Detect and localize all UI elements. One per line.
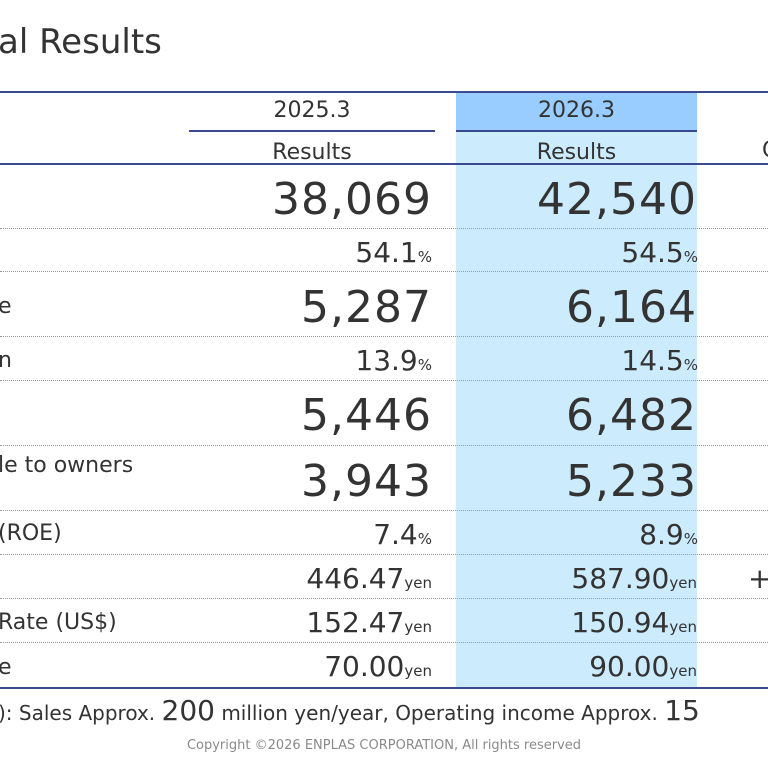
row-value-2026: 150.94yen (571, 606, 697, 639)
row-label: (ROE) (0, 521, 62, 546)
year-underline-2025 (189, 130, 435, 132)
row-value-2026: 42,540 (537, 174, 697, 225)
row-divider (0, 380, 768, 381)
year-underline-2026 (456, 130, 697, 132)
row-label: n (0, 348, 12, 373)
row-value-2026: 6,482 (566, 390, 697, 441)
row-label: le to owners (0, 453, 134, 478)
row-divider (0, 598, 768, 599)
row-value-col3: + (748, 562, 768, 595)
row-value-2025: 38,069 (272, 174, 432, 225)
row-value-2025: 3,943 (301, 456, 432, 507)
highlight-header-2026 (456, 93, 697, 131)
header-year-2026: 2026.3 (538, 98, 615, 123)
row-divider (0, 271, 768, 272)
header-year-2025: 2025.3 (273, 98, 351, 123)
row-value-2025: 13.9% (355, 344, 432, 377)
header-sub-2025: Results (272, 140, 352, 165)
row-value-2026: 14.5% (621, 344, 698, 377)
row-divider (0, 336, 768, 337)
copyright-text: Copyright ©2026 ENPLAS CORPORATION, All … (186, 738, 582, 753)
row-value-2026: 90.00yen (589, 650, 697, 683)
row-divider (0, 510, 768, 511)
row-divider (0, 642, 768, 643)
row-value-2025: 446.47yen (306, 562, 432, 595)
row-value-2026: 5,233 (566, 456, 697, 507)
row-label: Rate (US$) (0, 610, 117, 635)
row-value-2025: 5,287 (301, 282, 432, 333)
row-value-2026: 6,164 (566, 282, 697, 333)
page-title: al Results (0, 22, 162, 62)
row-label: e (0, 655, 12, 680)
table-top-rule (0, 91, 768, 93)
row-label: e (0, 294, 12, 319)
row-value-2025: 70.00yen (324, 650, 432, 683)
header-sub-2026: Results (536, 140, 617, 165)
row-divider (0, 228, 768, 229)
row-value-2026: 587.90yen (571, 562, 697, 595)
row-divider (0, 445, 768, 446)
row-divider (0, 554, 768, 555)
table-bottom-rule (0, 687, 768, 689)
row-value-2026: 54.5% (621, 236, 698, 269)
footnote: ): Sales Approx. 200 million yen/year, O… (0, 694, 700, 727)
highlight-column-2026 (456, 93, 697, 688)
header-bottom-rule (0, 163, 768, 165)
row-value-2025: 152.47yen (306, 606, 432, 639)
row-value-2025: 5,446 (301, 390, 432, 441)
row-value-2025: 54.1% (355, 236, 432, 269)
header-col3-partial: C (762, 138, 768, 163)
row-value-2026: 8.9% (639, 518, 698, 551)
row-value-2025: 7.4% (373, 518, 432, 551)
